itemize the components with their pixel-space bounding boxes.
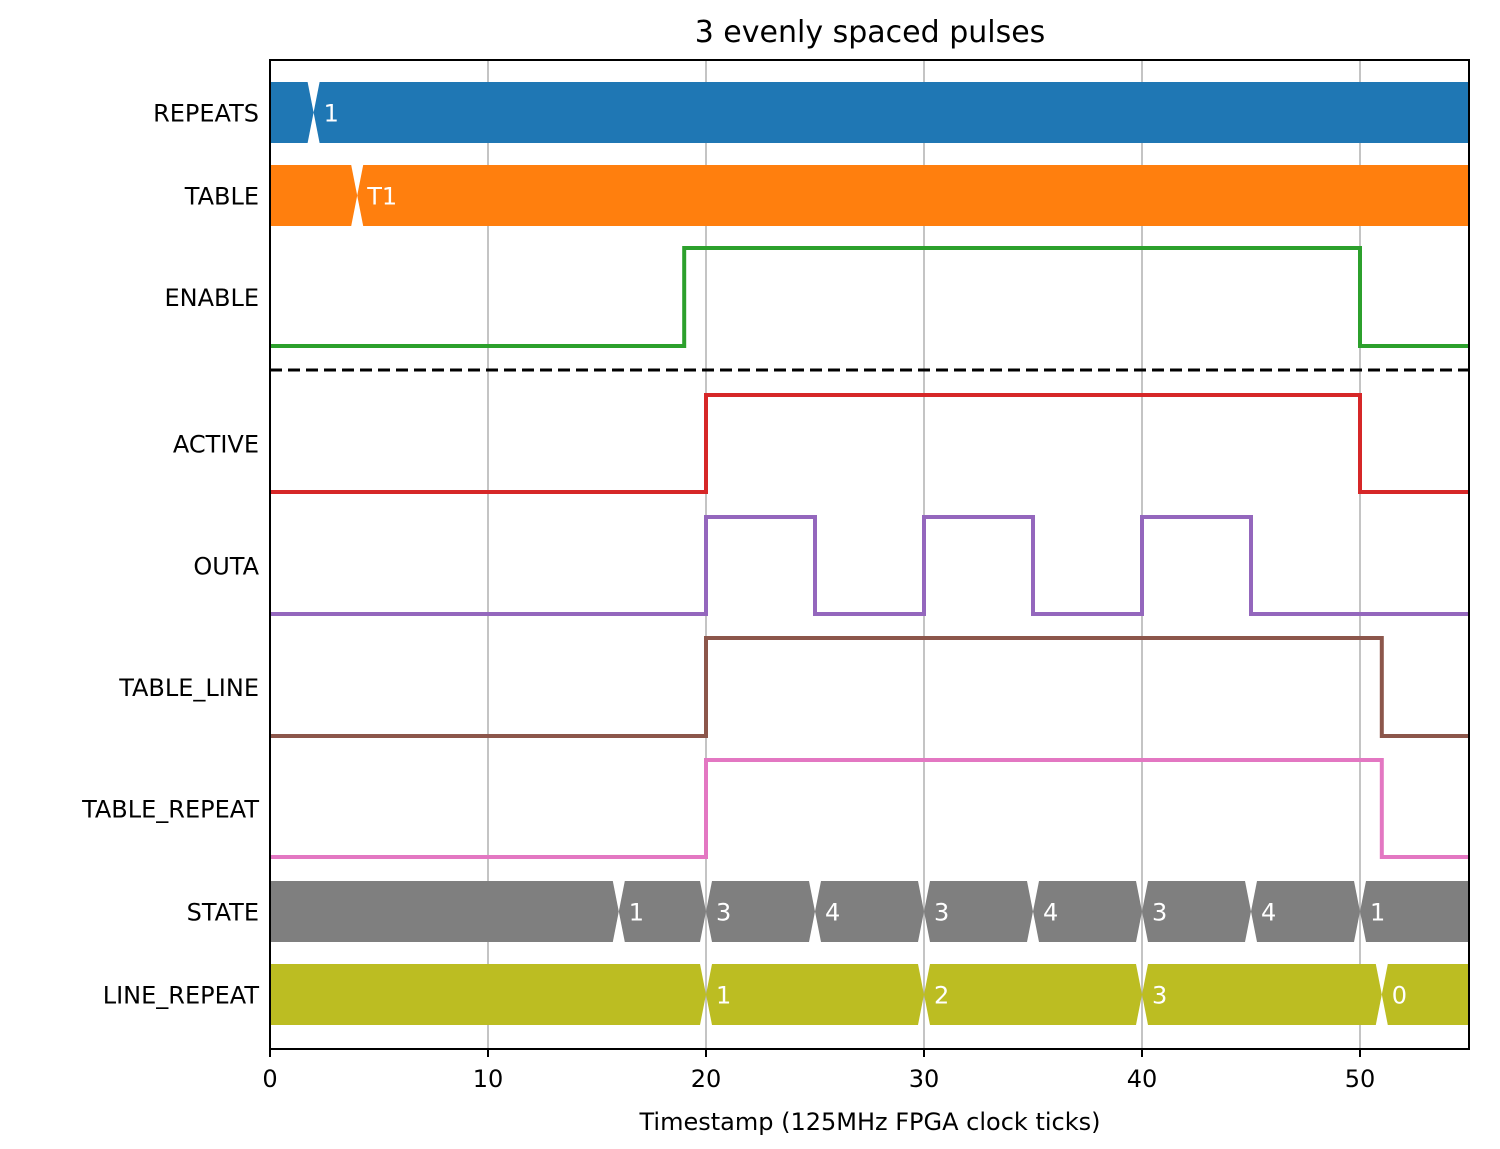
bus-value-state: 1 <box>629 899 644 927</box>
waveform-enable <box>270 246 1469 348</box>
x-tick-label-50: 50 <box>1345 1065 1376 1093</box>
bus-segment-line-repeat <box>270 964 706 1025</box>
x-tick-label-30: 30 <box>909 1065 940 1093</box>
waveform-outa <box>270 515 1469 616</box>
bus-segment-line-repeat <box>1381 964 1469 1025</box>
signals: 1 T1 1 3 4 3 4 3 4 1 1 2 3 0 <box>270 82 1470 1025</box>
bus-segment-table <box>357 165 1470 226</box>
bus-value-table: T1 <box>366 183 397 211</box>
signal-labels: REPEATS TABLE ENABLE ACTIVE OUTA TABLE_LINE TA… <box>81 100 259 1010</box>
waveform-table-repeat <box>270 758 1469 859</box>
bus-segment-repeats <box>270 82 314 143</box>
bus-segment-state <box>270 881 619 942</box>
signal-line-repeat: 1 2 3 0 <box>270 964 1469 1025</box>
bus-value-line-repeat: 0 <box>1392 982 1407 1010</box>
signal-label-outa: OUTA <box>193 553 259 581</box>
bus-value-state: 4 <box>1261 899 1276 927</box>
signal-label-table-line: TABLE_LINE <box>118 674 259 702</box>
bus-value-state: 4 <box>825 899 840 927</box>
bus-segment-state <box>618 881 706 942</box>
bus-value-repeats: 1 <box>324 100 339 128</box>
x-tick-label-10: 10 <box>473 1065 504 1093</box>
signal-label-repeats: REPEATS <box>153 100 259 128</box>
chart-title: 3 evenly spaced pulses <box>695 15 1046 50</box>
bus-segment-table <box>270 165 358 226</box>
bus-value-state: 1 <box>1370 899 1385 927</box>
signal-label-line-repeat: LINE_REPEAT <box>103 982 260 1010</box>
bus-segment-state <box>1251 881 1360 942</box>
x-tick-label-40: 40 <box>1127 1065 1158 1093</box>
x-axis: 0 10 20 30 40 50 <box>262 1049 1375 1093</box>
waveform-active <box>270 393 1469 494</box>
bus-segment-state <box>706 881 815 942</box>
signal-table-line <box>270 636 1469 738</box>
bus-value-line-repeat: 2 <box>934 982 949 1010</box>
signal-active <box>270 393 1469 494</box>
x-tick-label-0: 0 <box>262 1065 277 1093</box>
bus-value-state: 3 <box>934 899 949 927</box>
bus-segment-line-repeat <box>924 964 1142 1025</box>
signal-label-state: STATE <box>187 899 259 927</box>
signal-state: 1 3 4 3 4 3 4 1 <box>270 881 1469 942</box>
plot-frame <box>269 59 1470 1050</box>
signal-enable <box>270 246 1469 348</box>
signal-table: T1 <box>270 165 1470 226</box>
bus-segment-line-repeat <box>1142 964 1382 1025</box>
signal-repeats: 1 <box>270 82 1470 143</box>
waveform-table-line <box>270 636 1469 738</box>
bus-segment-state <box>1142 881 1251 942</box>
bus-value-line-repeat: 1 <box>716 982 731 1010</box>
bus-segment-repeats <box>313 82 1470 143</box>
bus-segment-state <box>1033 881 1142 942</box>
bus-segment-state <box>924 881 1033 942</box>
x-tick-label-20: 20 <box>691 1065 722 1093</box>
bus-value-state: 3 <box>1152 899 1167 927</box>
signal-label-active: ACTIVE <box>173 431 259 459</box>
bus-value-state: 3 <box>716 899 731 927</box>
bus-value-line-repeat: 3 <box>1152 982 1167 1010</box>
bus-value-state: 4 <box>1043 899 1058 927</box>
signal-table-repeat <box>270 758 1469 859</box>
signal-label-table: TABLE <box>184 183 259 211</box>
signal-label-table-repeat: TABLE_REPEAT <box>81 796 259 824</box>
bus-segment-state <box>815 881 924 942</box>
bus-segment-state <box>1360 881 1469 942</box>
bus-segment-line-repeat <box>706 964 924 1025</box>
signal-label-enable: ENABLE <box>164 284 259 312</box>
signal-outa <box>270 515 1469 616</box>
x-axis-title: Timestamp (125MHz FPGA clock ticks) <box>639 1108 1101 1136</box>
